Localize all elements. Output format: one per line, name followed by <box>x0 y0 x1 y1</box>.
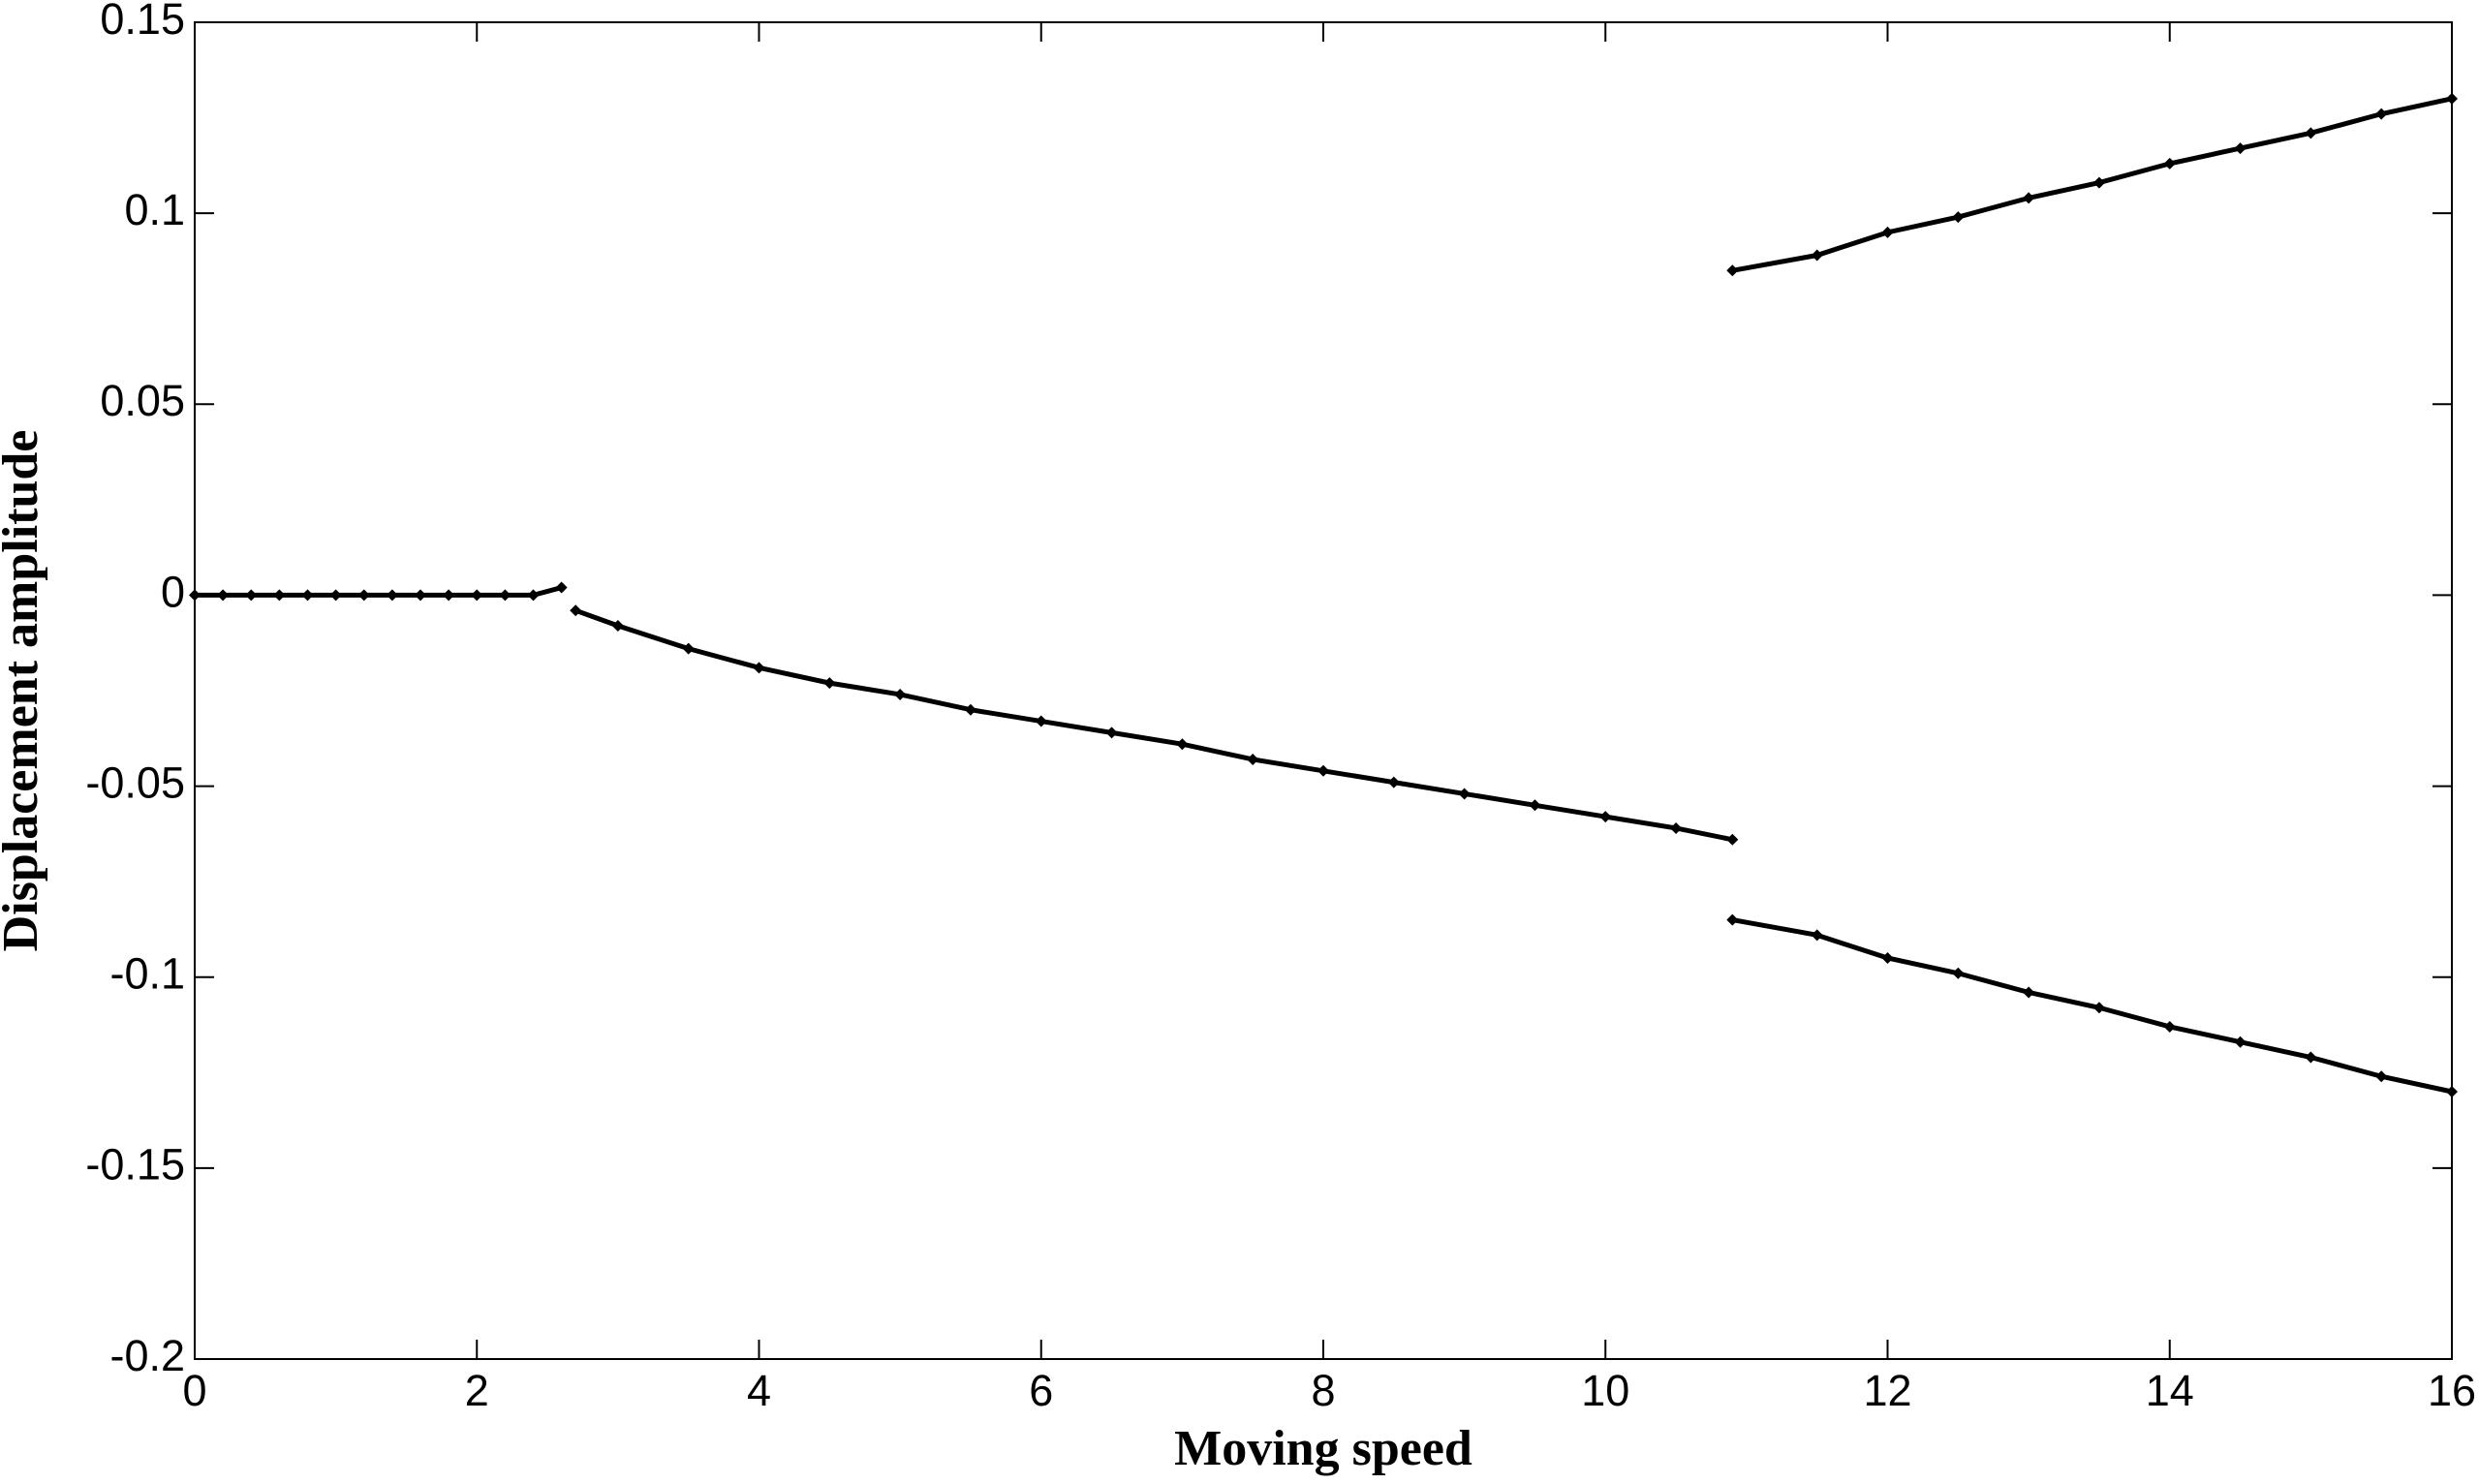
y-axis-label: Displacement amplitude <box>0 430 48 952</box>
x-tick-label: 10 <box>1581 1366 1629 1415</box>
data-point <box>2446 1086 2458 1098</box>
x-tick-label: 2 <box>465 1366 489 1415</box>
data-point <box>1105 727 1118 739</box>
data-point <box>245 589 258 602</box>
data-point <box>189 589 201 602</box>
x-tick-label: 14 <box>2146 1366 2194 1415</box>
data-point <box>2092 176 2105 189</box>
data-point <box>753 662 765 674</box>
data-point <box>1247 753 1259 765</box>
data-point <box>1458 788 1471 800</box>
plot-frame <box>194 21 2453 1360</box>
data-point <box>357 589 370 602</box>
data-point <box>1035 715 1047 727</box>
data-point <box>555 581 568 594</box>
data-line <box>1731 917 2453 1095</box>
data-point <box>1811 929 1823 942</box>
data-point <box>217 589 230 602</box>
data-point <box>1599 811 1612 823</box>
y-tick-label: 0.15 <box>100 0 185 44</box>
data-point <box>1952 211 1965 224</box>
data-point <box>527 589 540 602</box>
x-tick-label: 12 <box>1863 1366 1911 1415</box>
data-point <box>1176 738 1189 751</box>
data-point <box>2305 127 2317 139</box>
y-tick-label: -0.05 <box>85 757 185 807</box>
data-point <box>1881 952 1894 964</box>
data-point <box>2305 1051 2317 1064</box>
y-tick-label: 0.1 <box>124 185 185 234</box>
data-point <box>471 589 483 602</box>
data-point <box>964 703 976 716</box>
y-tick-label: -0.15 <box>85 1140 185 1190</box>
data-point <box>1317 764 1329 777</box>
data-point <box>1811 249 1823 262</box>
data-point <box>2375 108 2388 120</box>
data-point <box>570 604 582 617</box>
data-point <box>443 589 455 602</box>
data-point <box>2023 192 2035 204</box>
data-point <box>894 688 907 700</box>
data-point <box>2092 1002 2105 1014</box>
x-tick-label: 8 <box>1311 1366 1335 1415</box>
x-tick-label: 16 <box>2428 1366 2476 1415</box>
data-point <box>823 677 836 690</box>
data-point <box>415 589 426 602</box>
data-point <box>2023 986 2035 999</box>
y-tick-label: 0.05 <box>100 376 185 425</box>
y-tick-label: 0 <box>161 567 185 616</box>
y-tick-label: -0.1 <box>109 949 185 999</box>
data-point <box>2163 157 2176 170</box>
x-tick-label: 0 <box>182 1366 206 1415</box>
data-point <box>1670 821 1683 834</box>
data-point <box>611 619 624 632</box>
data-line <box>574 607 1733 843</box>
x-tick-label: 6 <box>1029 1366 1053 1415</box>
data-point <box>329 589 342 602</box>
data-point <box>1726 833 1739 846</box>
data-point <box>1726 913 1739 926</box>
data-line <box>1731 96 2453 273</box>
data-point <box>1881 226 1894 238</box>
data-point <box>1726 264 1739 277</box>
data-point <box>2234 142 2247 155</box>
data-point <box>2446 92 2458 105</box>
x-axis-label: Moving speed <box>1174 1421 1472 1476</box>
data-point <box>1387 776 1400 788</box>
data-point <box>2375 1070 2388 1083</box>
data-point <box>273 589 286 602</box>
data-point <box>2234 1036 2247 1048</box>
data-point <box>2163 1020 2176 1033</box>
y-tick-label: -0.2 <box>109 1331 185 1380</box>
data-point <box>1952 967 1965 979</box>
x-tick-label: 4 <box>747 1366 771 1415</box>
data-point <box>682 642 695 655</box>
data-point <box>386 589 398 602</box>
data-point <box>499 589 511 602</box>
data-point <box>301 589 314 602</box>
data-point <box>1529 799 1541 812</box>
